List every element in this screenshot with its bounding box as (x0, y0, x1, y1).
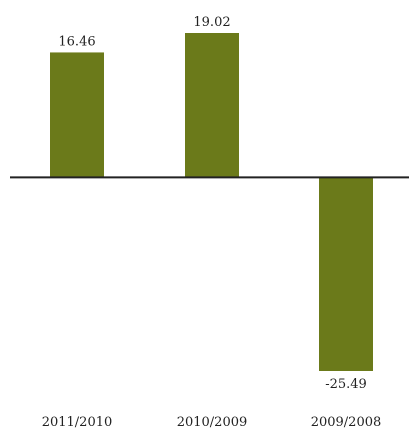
labels-layer: 16.46 2011/2010 19.02 2010/2009 -25.49 2009/2… (42, 15, 382, 430)
value-label-2009-2008: -25.49 (325, 377, 367, 392)
category-label-2010-2009: 2010/2009 (177, 415, 248, 430)
bar-2011-2010 (50, 52, 104, 178)
bar-2010-2009 (185, 33, 239, 178)
bar-2009-2008 (319, 177, 373, 371)
bars-layer (50, 33, 373, 371)
value-label-2011-2010: 16.46 (58, 34, 95, 49)
category-label-2011-2010: 2011/2010 (42, 415, 113, 430)
value-label-2010-2009: 19.02 (193, 15, 230, 30)
category-label-2009-2008: 2009/2008 (311, 415, 382, 430)
